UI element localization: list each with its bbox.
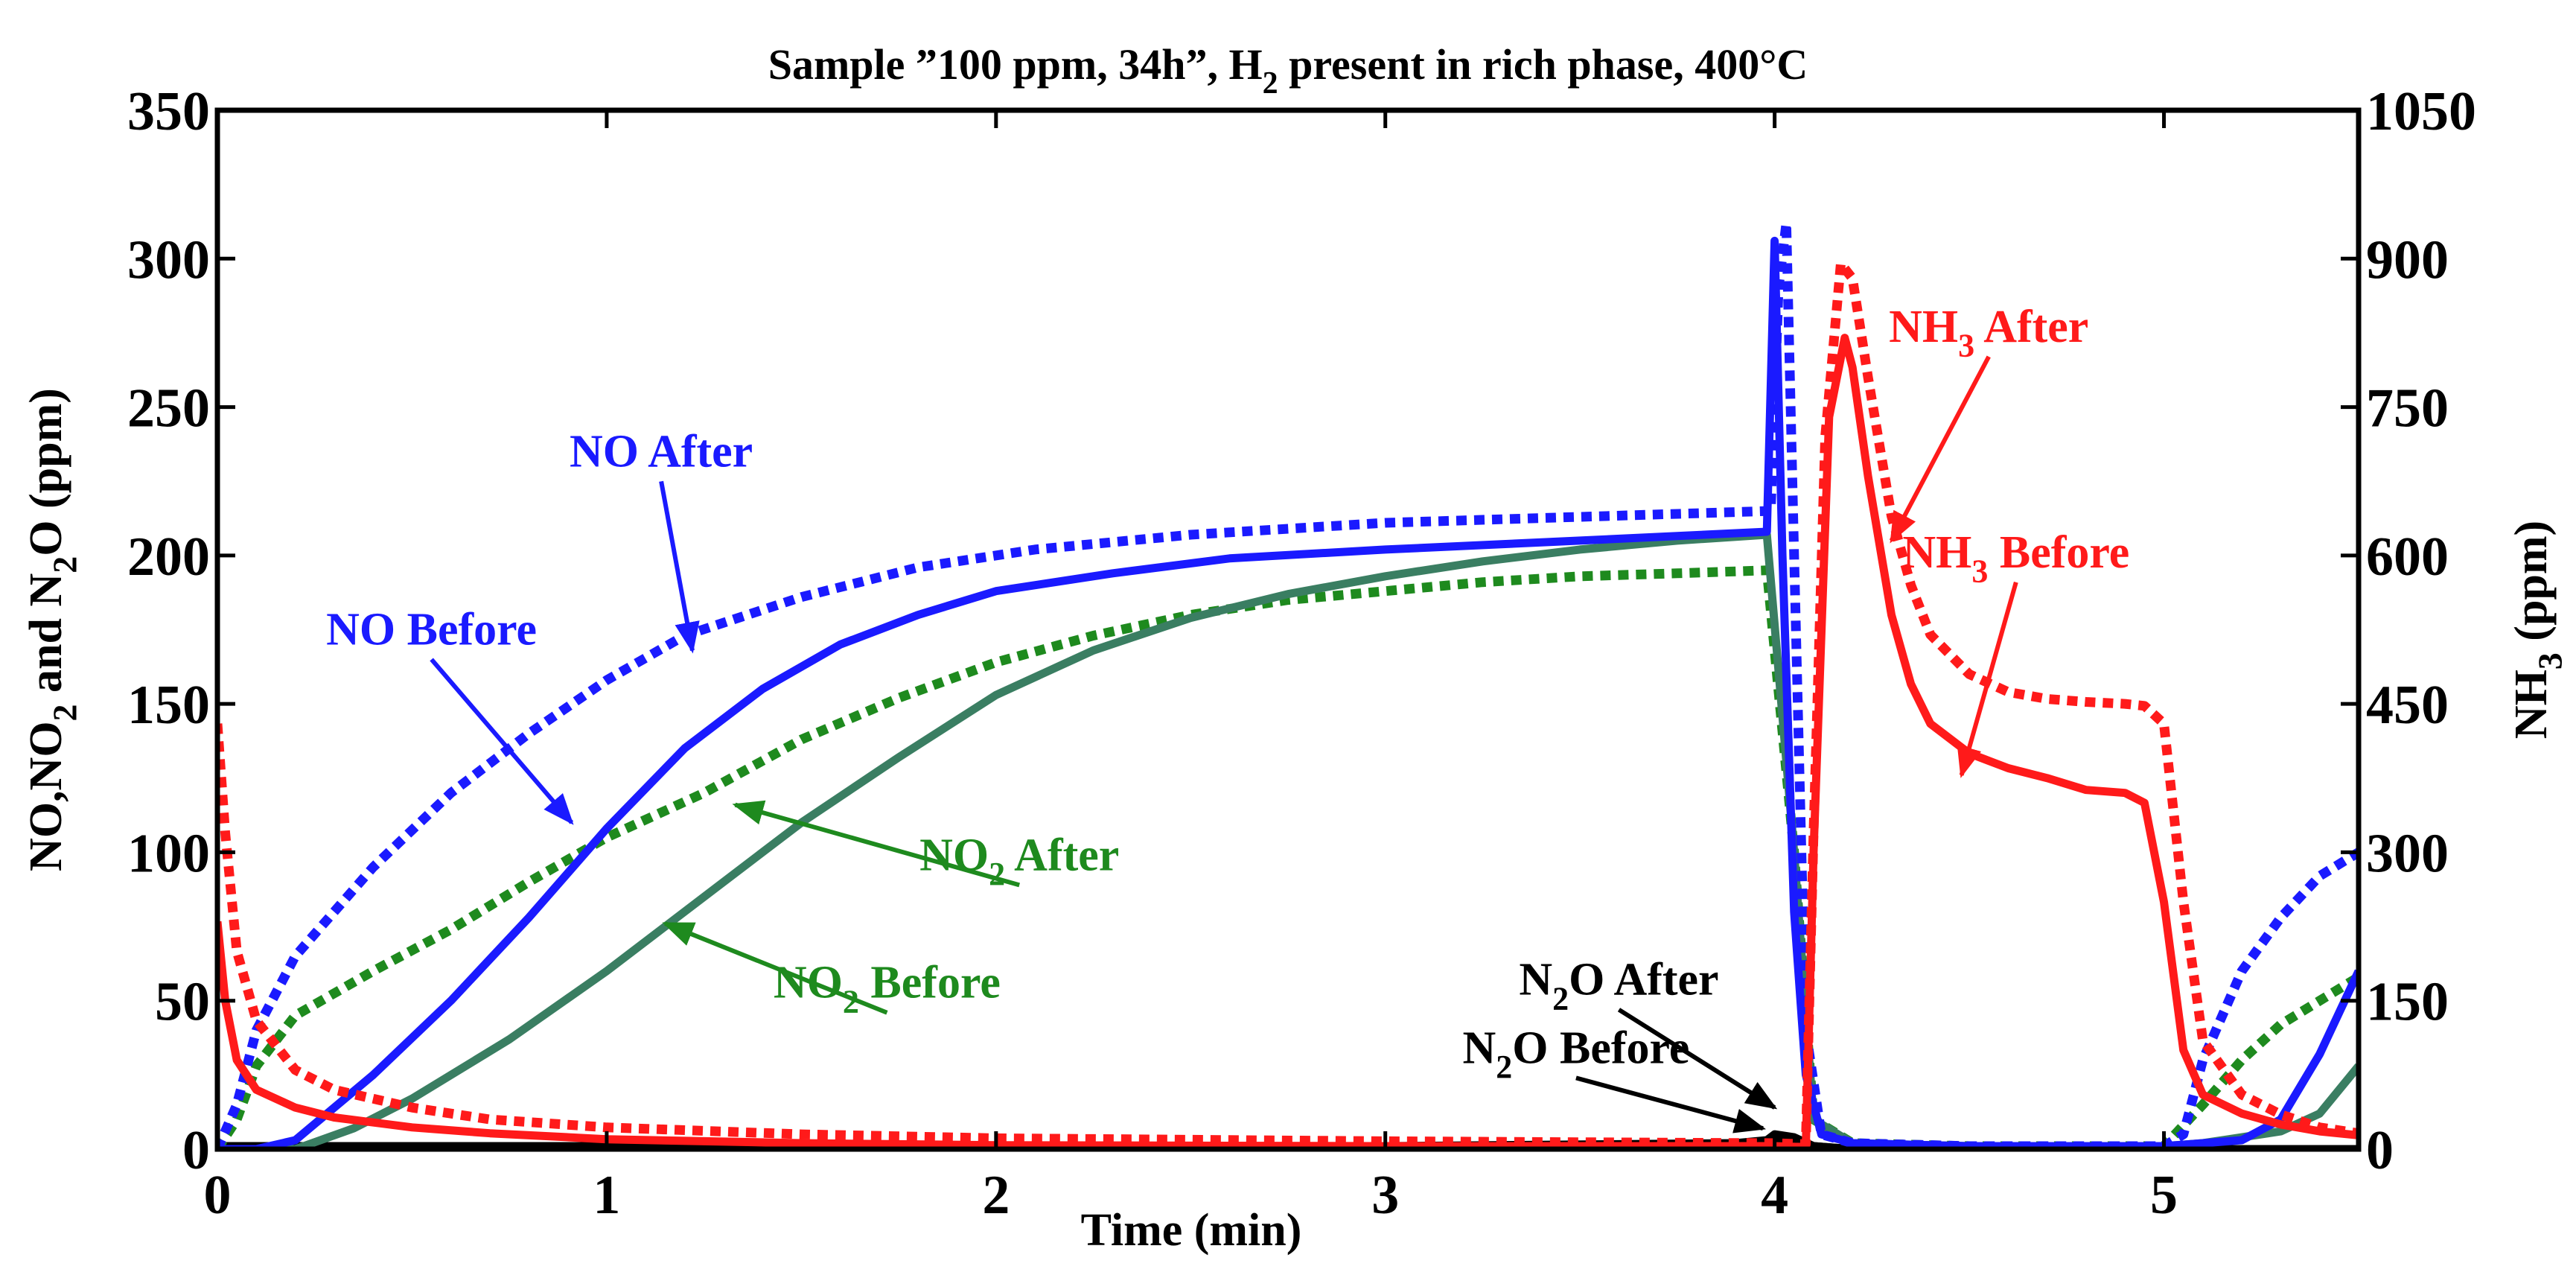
annotation-label-no2-before: NO2 Before xyxy=(774,958,1001,1020)
annotation-label-nh3-before: NH3 Before xyxy=(1902,527,2129,590)
annotation-label-no-after: NO After xyxy=(570,426,753,477)
tick-layer: 0 1 2 3 4 50501001502002503003500150300450600… xyxy=(127,81,2476,1226)
y-right-tick-label: 1050 xyxy=(2366,81,2476,142)
y-right-tick-label: 150 xyxy=(2366,972,2449,1033)
subscript: 2 xyxy=(843,984,859,1020)
y-right-tick-label: 0 xyxy=(2366,1120,2394,1181)
y-right-tick-label: 750 xyxy=(2366,378,2449,439)
y-left-tick-label: 150 xyxy=(127,675,210,736)
subscript: 2 xyxy=(1552,981,1569,1017)
text-part: NO xyxy=(919,830,989,880)
text-part: (ppm) xyxy=(2506,521,2557,652)
text-part: and N xyxy=(21,573,71,705)
x-tick-label: 1 xyxy=(593,1165,620,1226)
y-left-tick-label: 100 xyxy=(127,823,210,884)
y-right-tick-label: 600 xyxy=(2366,527,2449,588)
y-left-axis-label: NO,NO2 and N2O (ppm) xyxy=(21,388,84,871)
subscript: 3 xyxy=(1958,328,1974,364)
annotation-label-nh3-after: NH3 After xyxy=(1889,302,2088,364)
annotation-arrow-no-before xyxy=(430,658,574,825)
label-layer: Sample ”100 ppm, 34h”, H2 present in ric… xyxy=(21,40,2569,1256)
text-part: Sample ”100 ppm, 34h”, H xyxy=(768,40,1263,89)
subscript: 2 xyxy=(46,704,84,721)
y-left-tick-label: 0 xyxy=(182,1120,210,1181)
text-part: NO After xyxy=(570,426,753,477)
text-part: O Before xyxy=(1512,1023,1689,1073)
chart-title: Sample ”100 ppm, 34h”, H2 present in ric… xyxy=(768,40,1808,101)
y-left-tick-label: 50 xyxy=(155,972,210,1033)
annotation-arrow-no2-after xyxy=(732,800,1021,888)
text-part: present in rich phase, 400°C xyxy=(1278,40,1808,89)
x-tick-label: 0 xyxy=(204,1165,232,1226)
text-part: N xyxy=(1519,955,1552,1005)
y-left-tick-label: 350 xyxy=(127,81,210,142)
x-tick-label: 3 xyxy=(1371,1165,1399,1226)
series-line-no-before xyxy=(217,236,2359,1149)
series-line-no-after xyxy=(217,218,2359,1149)
text-part: Before xyxy=(859,958,1001,1008)
subscript: 2 xyxy=(46,556,84,573)
text-part: NO Before xyxy=(326,604,537,655)
y-right-tick-label: 300 xyxy=(2366,823,2449,884)
annotation-arrow-nh3-after xyxy=(1889,355,1991,544)
annotation-label-no-before: NO Before xyxy=(326,604,537,655)
subscript: 3 xyxy=(2531,652,2569,670)
subscript: 3 xyxy=(1971,553,1988,590)
text-part: NH xyxy=(2506,670,2557,739)
text-part: Before xyxy=(1988,527,2129,578)
x-tick-label: 4 xyxy=(1761,1165,1788,1226)
text-part: NO,NO xyxy=(21,721,71,871)
x-tick-label: 5 xyxy=(2150,1165,2178,1226)
text-part: NH xyxy=(1902,527,1971,578)
plot-frame xyxy=(214,107,2362,1152)
series-line-nh3-after xyxy=(217,334,2359,1149)
subscript: 2 xyxy=(989,856,1005,892)
annotation-label-no2-after: NO2 After xyxy=(919,830,1119,892)
annotation-arrow-n2o-after xyxy=(1617,1008,1778,1110)
annotation-arrow-nh3-before xyxy=(1957,581,2018,778)
series-line-nh3-before xyxy=(217,258,2359,1149)
annotation-arrow-no2-before xyxy=(662,921,888,1015)
y-left-tick-label: 250 xyxy=(127,378,210,439)
subscript: 2 xyxy=(1263,66,1278,101)
annotation-label-n2o-before: N2O Before xyxy=(1462,1023,1689,1085)
text-part: After xyxy=(1974,302,2088,352)
annotation-arrow-n2o-before xyxy=(1575,1075,1767,1133)
text-part: NH xyxy=(1889,302,1958,352)
series-layer xyxy=(217,218,2359,1149)
y-left-tick-label: 200 xyxy=(127,527,210,588)
y-left-tick-label: 300 xyxy=(127,229,210,290)
x-axis-label: Time (min) xyxy=(1081,1205,1302,1256)
y-right-tick-label: 900 xyxy=(2366,229,2449,290)
text-part: N xyxy=(1462,1023,1496,1073)
y-right-axis-label: NH3 (ppm) xyxy=(2506,521,2569,739)
text-part: O After xyxy=(1569,955,1718,1005)
text-part: After xyxy=(1005,830,1119,880)
subscript: 2 xyxy=(1496,1049,1512,1085)
text-part: NO xyxy=(774,958,843,1008)
y-right-tick-label: 450 xyxy=(2366,675,2449,736)
annotation-arrow-no-after xyxy=(659,480,700,654)
text-part: O (ppm) xyxy=(21,388,71,556)
series-line-no2-after xyxy=(217,565,2359,1149)
annotation-label-n2o-after: N2O After xyxy=(1519,955,1718,1017)
x-tick-label: 2 xyxy=(982,1165,1010,1226)
